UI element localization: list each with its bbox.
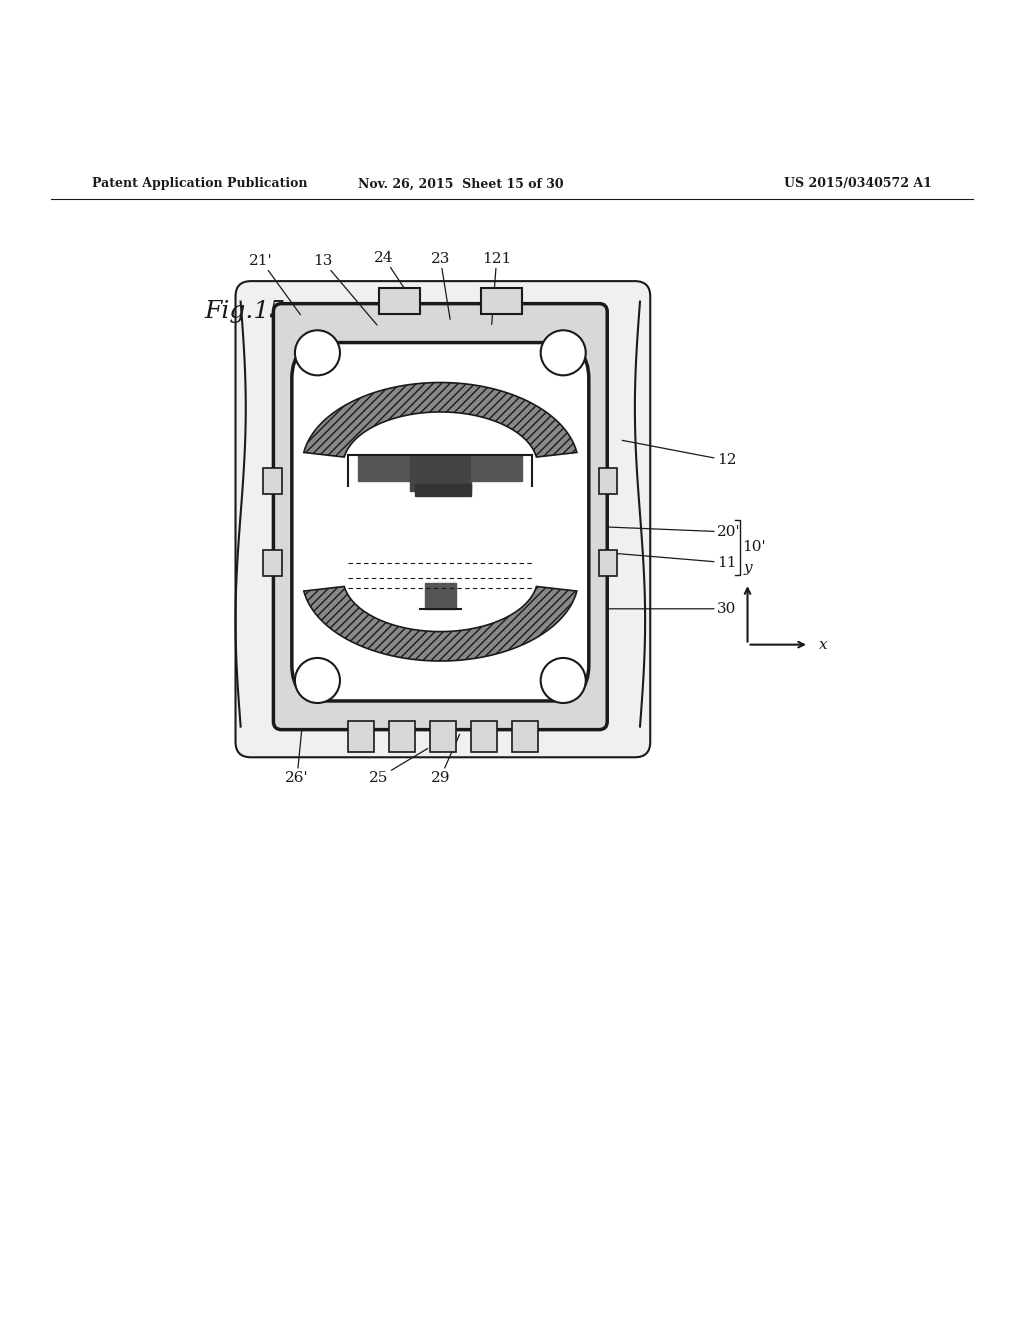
Text: 13: 13 bbox=[313, 253, 377, 325]
Bar bbox=[425, 583, 456, 609]
Text: y: y bbox=[743, 561, 752, 574]
Circle shape bbox=[541, 330, 586, 375]
Bar bbox=[512, 722, 538, 752]
Text: Nov. 26, 2015  Sheet 15 of 30: Nov. 26, 2015 Sheet 15 of 30 bbox=[358, 177, 563, 190]
Circle shape bbox=[295, 330, 340, 375]
Text: 24: 24 bbox=[374, 251, 419, 309]
Text: Fig.15: Fig.15 bbox=[205, 301, 286, 323]
Text: 26': 26' bbox=[285, 730, 309, 785]
Text: US 2015/0340572 A1: US 2015/0340572 A1 bbox=[784, 177, 932, 190]
Bar bbox=[599, 550, 617, 576]
Bar bbox=[430, 722, 456, 752]
FancyBboxPatch shape bbox=[236, 281, 650, 758]
Bar bbox=[415, 484, 471, 496]
Bar bbox=[599, 469, 617, 494]
Polygon shape bbox=[304, 383, 577, 457]
Text: 11: 11 bbox=[607, 553, 736, 570]
Bar bbox=[348, 722, 374, 752]
Text: 23: 23 bbox=[431, 252, 451, 319]
Circle shape bbox=[541, 657, 586, 704]
FancyBboxPatch shape bbox=[292, 343, 589, 701]
Text: x: x bbox=[819, 638, 827, 652]
Bar bbox=[389, 722, 415, 752]
Circle shape bbox=[295, 657, 340, 704]
Text: Patent Application Publication: Patent Application Publication bbox=[92, 177, 307, 190]
Text: 121: 121 bbox=[482, 252, 511, 325]
FancyBboxPatch shape bbox=[273, 304, 607, 730]
Polygon shape bbox=[304, 586, 577, 661]
Bar bbox=[379, 288, 420, 314]
Text: 25: 25 bbox=[370, 748, 428, 785]
Text: 10': 10' bbox=[742, 540, 766, 554]
Text: 30: 30 bbox=[607, 602, 736, 616]
Bar bbox=[358, 455, 420, 480]
Bar bbox=[263, 469, 282, 494]
Bar bbox=[410, 455, 471, 491]
Text: 20': 20' bbox=[607, 525, 740, 539]
Bar bbox=[471, 722, 497, 752]
Text: 21': 21' bbox=[249, 253, 300, 314]
Bar bbox=[471, 455, 522, 480]
Bar bbox=[263, 550, 282, 576]
Bar bbox=[481, 288, 522, 314]
Text: 29: 29 bbox=[430, 734, 460, 785]
Text: 12: 12 bbox=[623, 441, 736, 467]
